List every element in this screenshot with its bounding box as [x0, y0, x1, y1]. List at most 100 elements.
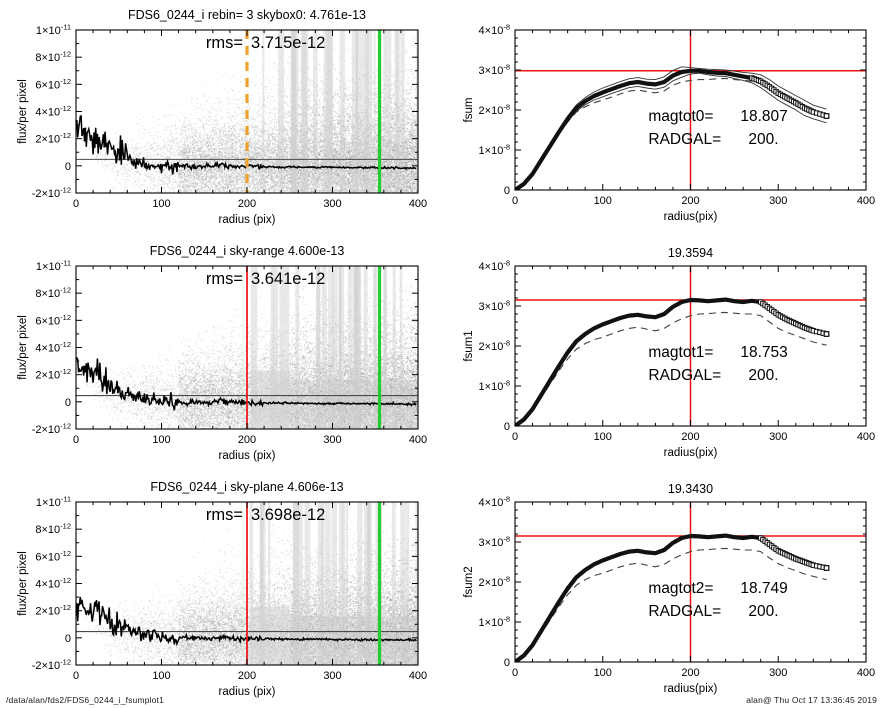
x-tick-label: 200 — [681, 195, 699, 207]
y-tick-label: 6×10-12 — [35, 313, 71, 328]
data-marker — [823, 331, 830, 337]
magtot-value: 18.753 — [740, 344, 787, 361]
data-marker — [823, 113, 830, 119]
x-tick-label: 200 — [238, 670, 256, 682]
magtot-label: magtot0= — [648, 108, 713, 125]
y-tick-label: 2×10-8 — [479, 575, 510, 590]
footer-path: /data/alan/fds2/FDS6_0244_i_fsumplot1 — [6, 695, 164, 705]
radgal-value: 200. — [748, 131, 778, 148]
y-tick-label: 8×10-12 — [35, 286, 71, 301]
x-tick-label: 200 — [681, 431, 699, 443]
x-tick-label: 300 — [769, 195, 787, 207]
left-panel-2: 0 100 200 300 400 1×10-11 8×10-12 6×10-12 4×10-1… — [0, 472, 450, 708]
radgal-value: 200. — [748, 367, 778, 384]
y-tick-label: -2×10-12 — [32, 422, 71, 437]
radgal-value: 200. — [748, 603, 778, 620]
y-tick-label: 1×10-11 — [36, 495, 71, 510]
x-tick-label: 200 — [238, 434, 256, 446]
radgal-label: RADGAL= — [648, 131, 721, 148]
panel-title: FDS6_0244_i sky-plane 4.606e-13 — [150, 480, 343, 494]
plot-area — [76, 266, 418, 429]
y-tick-label: 8×10-12 — [35, 522, 71, 537]
y-tick-label: -2×10-12 — [32, 658, 71, 673]
x-tick-label: 400 — [857, 667, 875, 679]
magtot-value: 18.749 — [740, 580, 787, 597]
x-tick-label: 0 — [512, 431, 518, 443]
radial-profile-curve — [76, 596, 417, 647]
y-axis-label: flux/per pixel — [17, 551, 29, 616]
rms-value: 3.715e-12 — [251, 34, 325, 52]
x-tick-label: 100 — [152, 198, 170, 210]
y-tick-label: 4×10-8 — [479, 259, 510, 274]
x-axis-label: radius(pix) — [664, 447, 718, 459]
y-tick-label: 1×10-11 — [36, 23, 71, 38]
y-tick-label: 8×10-12 — [35, 50, 71, 65]
magtot-value: 18.807 — [740, 108, 787, 125]
right-panel-0: 0 100 200 300 400 4×10-8 3×10-8 2×10-8 1×10-8 0 ra… — [450, 0, 885, 236]
y-tick-label: 0 — [65, 633, 71, 645]
x-tick-label: 200 — [238, 198, 256, 210]
x-axis-label: radius(pix) — [664, 683, 718, 695]
x-tick-label: 300 — [323, 198, 341, 210]
panel-title: FDS6_0244_i sky-range 4.600e-13 — [150, 244, 345, 258]
x-tick-label: 400 — [857, 431, 875, 443]
y-tick-label: 1×10-11 — [36, 259, 71, 274]
radgal-label: RADGAL= — [648, 603, 721, 620]
y-axis-label: fsum2 — [463, 566, 475, 597]
rms-value: 3.698e-12 — [251, 506, 325, 524]
x-tick-label: 100 — [594, 431, 612, 443]
y-tick-label: 4×10-8 — [479, 23, 510, 38]
y-tick-label: 3×10-8 — [479, 299, 510, 314]
y-tick-label: 0 — [65, 397, 71, 409]
magtot-label: magtot2= — [648, 580, 713, 597]
y-tick-label: 2×10-12 — [35, 131, 71, 146]
x-tick-label: 300 — [769, 667, 787, 679]
y-tick-label: 1×10-8 — [479, 379, 510, 394]
x-tick-label: 0 — [73, 670, 79, 682]
y-tick-label: 2×10-12 — [35, 603, 71, 618]
rms-value: 3.641e-12 — [251, 270, 325, 288]
y-tick-label: -2×10-12 — [32, 186, 71, 201]
x-tick-label: 100 — [594, 195, 612, 207]
x-tick-label: 300 — [769, 431, 787, 443]
x-tick-label: 0 — [512, 667, 518, 679]
x-axis-label: radius (pix) — [219, 214, 276, 226]
y-axis-label: fsum — [463, 98, 475, 123]
data-marker — [823, 565, 830, 571]
y-axis-label: flux/per pixel — [17, 315, 29, 380]
y-tick-label: 1×10-8 — [479, 143, 510, 158]
y-tick-label: 4×10-12 — [35, 104, 71, 119]
footer-user-timestamp: alan@ Thu Oct 17 13:36:45 2019 — [746, 695, 877, 705]
y-tick-label: 1×10-8 — [479, 615, 510, 630]
panel-title: 19.3594 — [668, 246, 713, 260]
x-tick-label: 0 — [512, 195, 518, 207]
x-tick-label: 0 — [73, 198, 79, 210]
x-tick-label: 200 — [681, 667, 699, 679]
x-tick-label: 400 — [857, 195, 875, 207]
y-tick-label: 0 — [504, 657, 510, 669]
x-tick-label: 100 — [152, 434, 170, 446]
radgal-label: RADGAL= — [648, 367, 721, 384]
x-axis-label: radius(pix) — [664, 211, 718, 223]
y-tick-label: 0 — [65, 161, 71, 173]
rms-label: rms= — [206, 34, 243, 52]
y-tick-label: 3×10-8 — [479, 63, 510, 78]
y-tick-label: 4×10-12 — [35, 576, 71, 591]
panel-title: FDS6_0244_i rebin= 3 skybox0: 4.761e-13 — [128, 8, 366, 22]
right-panel-2: 0 100 200 300 400 4×10-8 3×10-8 2×10-8 1×10-8 0 ra… — [450, 472, 885, 708]
x-tick-label: 300 — [323, 434, 341, 446]
left-panel-1: 0 100 200 300 400 1×10-11 8×10-12 6×10-12 4×10-1… — [0, 236, 450, 472]
radial-profile-curve — [76, 356, 417, 411]
rms-label: rms= — [206, 270, 243, 288]
y-tick-label: 2×10-8 — [479, 339, 510, 354]
right-panel-1: 0 100 200 300 400 4×10-8 3×10-8 2×10-8 1×10-8 0 ra… — [450, 236, 885, 472]
y-tick-label: 0 — [504, 421, 510, 433]
plot-area — [515, 30, 866, 190]
panel-title: 19.3430 — [668, 482, 713, 496]
y-tick-label: 4×10-12 — [35, 340, 71, 355]
plot-area — [76, 502, 418, 665]
x-axis-label: radius (pix) — [219, 686, 276, 698]
y-tick-label: 2×10-12 — [35, 367, 71, 382]
x-tick-label: 300 — [323, 670, 341, 682]
